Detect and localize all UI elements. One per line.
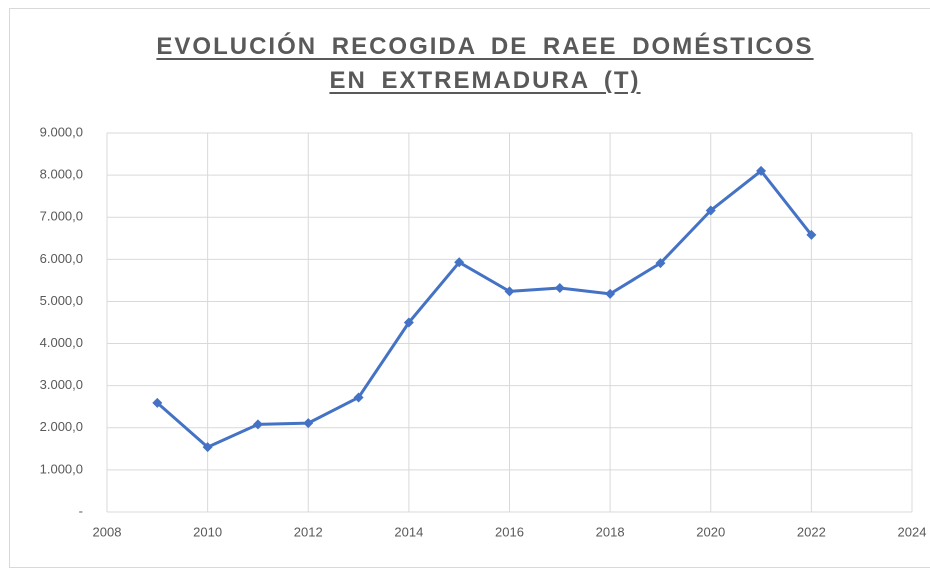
- y-tick-label: 2.000,0: [40, 419, 83, 434]
- data-point: [252, 419, 263, 430]
- data-point: [353, 392, 364, 403]
- data-point: [655, 258, 666, 269]
- data-line: [156, 169, 813, 449]
- data-point: [152, 397, 163, 408]
- data-point: [454, 257, 465, 268]
- page: EVOLUCIÓN RECOGIDA DE RAEE DOMÉSTICOS EN…: [9, 8, 930, 568]
- data-point: [554, 282, 565, 293]
- data-point: [806, 229, 817, 240]
- data-point: [303, 418, 314, 429]
- data-point: [756, 165, 767, 176]
- y-tick-label: 3.000,0: [40, 377, 83, 392]
- y-tick-label: 4.000,0: [40, 335, 83, 350]
- data-point: [403, 317, 414, 328]
- y-tick-label: 9.000,0: [40, 124, 83, 139]
- x-tick-label: 2012: [294, 524, 323, 539]
- x-tick-label: 2016: [495, 524, 524, 539]
- x-tick-label: 2014: [394, 524, 423, 539]
- x-tick-label: 2020: [696, 524, 725, 539]
- x-tick-label: 2022: [797, 524, 826, 539]
- data-point: [504, 286, 515, 297]
- x-tick-label: 2018: [596, 524, 625, 539]
- data-point: [605, 288, 616, 299]
- chart: - 1.000,0 2.000,0 3.000,0 4.000,0 5.000,0 6.00…: [40, 124, 927, 539]
- y-tick-label: -: [79, 503, 83, 518]
- data-point: [202, 442, 213, 453]
- x-tick-label: 2010: [193, 524, 222, 539]
- y-tick-label: 8.000,0: [40, 167, 83, 182]
- y-tick-label: 7.000,0: [40, 209, 83, 224]
- chart-title: EVOLUCIÓN RECOGIDA DE RAEE DOMÉSTICOS EN…: [156, 33, 814, 94]
- y-tick-label: 1.000,0: [40, 461, 83, 476]
- y-tick-label: 5.000,0: [40, 293, 83, 308]
- y-tick-label: 6.000,0: [40, 251, 83, 266]
- x-tick-label: 2024: [898, 524, 927, 539]
- data-point: [705, 205, 716, 216]
- x-tick-label: 2008: [93, 524, 122, 539]
